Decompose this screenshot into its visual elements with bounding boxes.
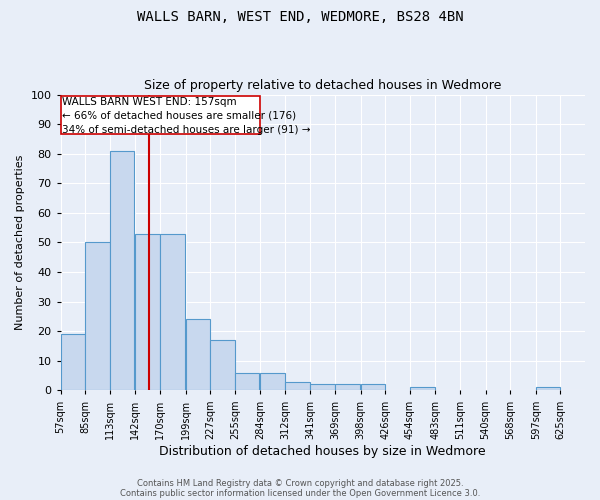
X-axis label: Distribution of detached houses by size in Wedmore: Distribution of detached houses by size … [160,444,486,458]
Bar [235,372,259,390]
Bar [85,242,110,390]
Text: WALLS BARN, WEST END, WEDMORE, BS28 4BN: WALLS BARN, WEST END, WEDMORE, BS28 4BN [137,10,463,24]
Bar [61,334,85,390]
Bar [310,384,335,390]
Bar [160,234,185,390]
Bar [536,388,560,390]
Bar [285,382,310,390]
Bar [260,372,285,390]
Text: Contains public sector information licensed under the Open Government Licence 3.: Contains public sector information licen… [120,488,480,498]
Bar [210,340,235,390]
Y-axis label: Number of detached properties: Number of detached properties [15,155,25,330]
FancyBboxPatch shape [61,96,260,134]
Title: Size of property relative to detached houses in Wedmore: Size of property relative to detached ho… [144,79,502,92]
Bar [410,388,434,390]
Text: Contains HM Land Registry data © Crown copyright and database right 2025.: Contains HM Land Registry data © Crown c… [137,478,463,488]
Bar [185,320,210,390]
Bar [361,384,385,390]
Bar [136,234,160,390]
Bar [110,151,134,390]
Text: WALLS BARN WEST END: 157sqm
← 66% of detached houses are smaller (176)
34% of se: WALLS BARN WEST END: 157sqm ← 66% of det… [62,97,311,135]
Bar [335,384,360,390]
